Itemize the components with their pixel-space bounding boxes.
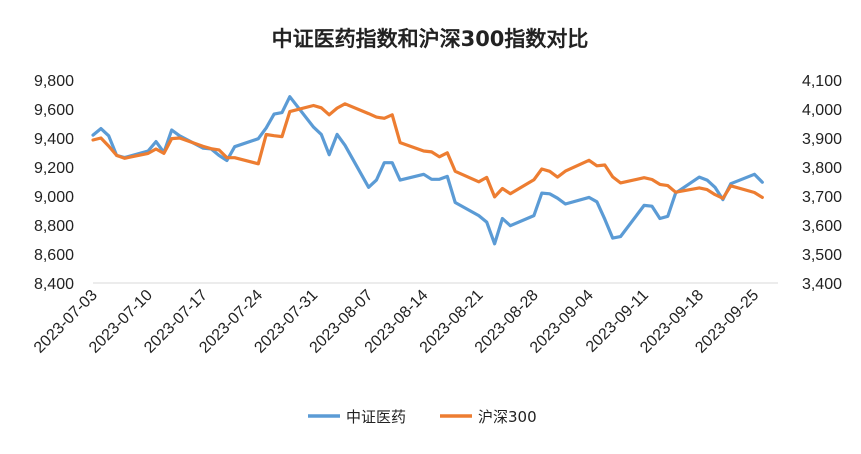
- legend: 中证医药 沪深300: [308, 408, 537, 426]
- left-tick-label: 8,800: [34, 218, 74, 235]
- series-line-2: [91, 102, 764, 200]
- right-axis: 3,400 3,500 3,600 3,700 3,800 3,900 4,000 4,100: [802, 73, 842, 293]
- left-tick-label: 8,400: [34, 276, 74, 293]
- left-tick-label: 9,200: [34, 160, 74, 177]
- x-axis: 2023-07-032023-07-102023-07-172023-07-24…: [31, 287, 762, 357]
- right-tick-label: 4,100: [802, 73, 842, 90]
- left-tick-label: 9,600: [34, 102, 74, 119]
- left-tick-label: 9,400: [34, 131, 74, 148]
- right-tick-label: 3,900: [802, 131, 842, 148]
- legend-label: 中证医药: [346, 408, 406, 426]
- right-tick-label: 4,000: [802, 102, 842, 119]
- right-tick-label: 3,500: [802, 247, 842, 264]
- series-line-1: [91, 95, 764, 246]
- left-axis: 8,400 8,600 8,800 9,000 9,200 9,400 9,600 9,800: [34, 73, 74, 293]
- chart-title: 中证医药指数和沪深300指数对比: [272, 27, 589, 51]
- right-tick-label: 3,700: [802, 189, 842, 206]
- right-tick-label: 3,400: [802, 276, 842, 293]
- legend-label: 沪深300: [478, 408, 537, 426]
- right-tick-label: 3,800: [802, 160, 842, 177]
- right-tick-label: 3,600: [802, 218, 842, 235]
- left-tick-label: 9,800: [34, 73, 74, 90]
- left-tick-label: 9,000: [34, 189, 74, 206]
- plot-area: [91, 95, 764, 246]
- left-tick-label: 8,600: [34, 247, 74, 264]
